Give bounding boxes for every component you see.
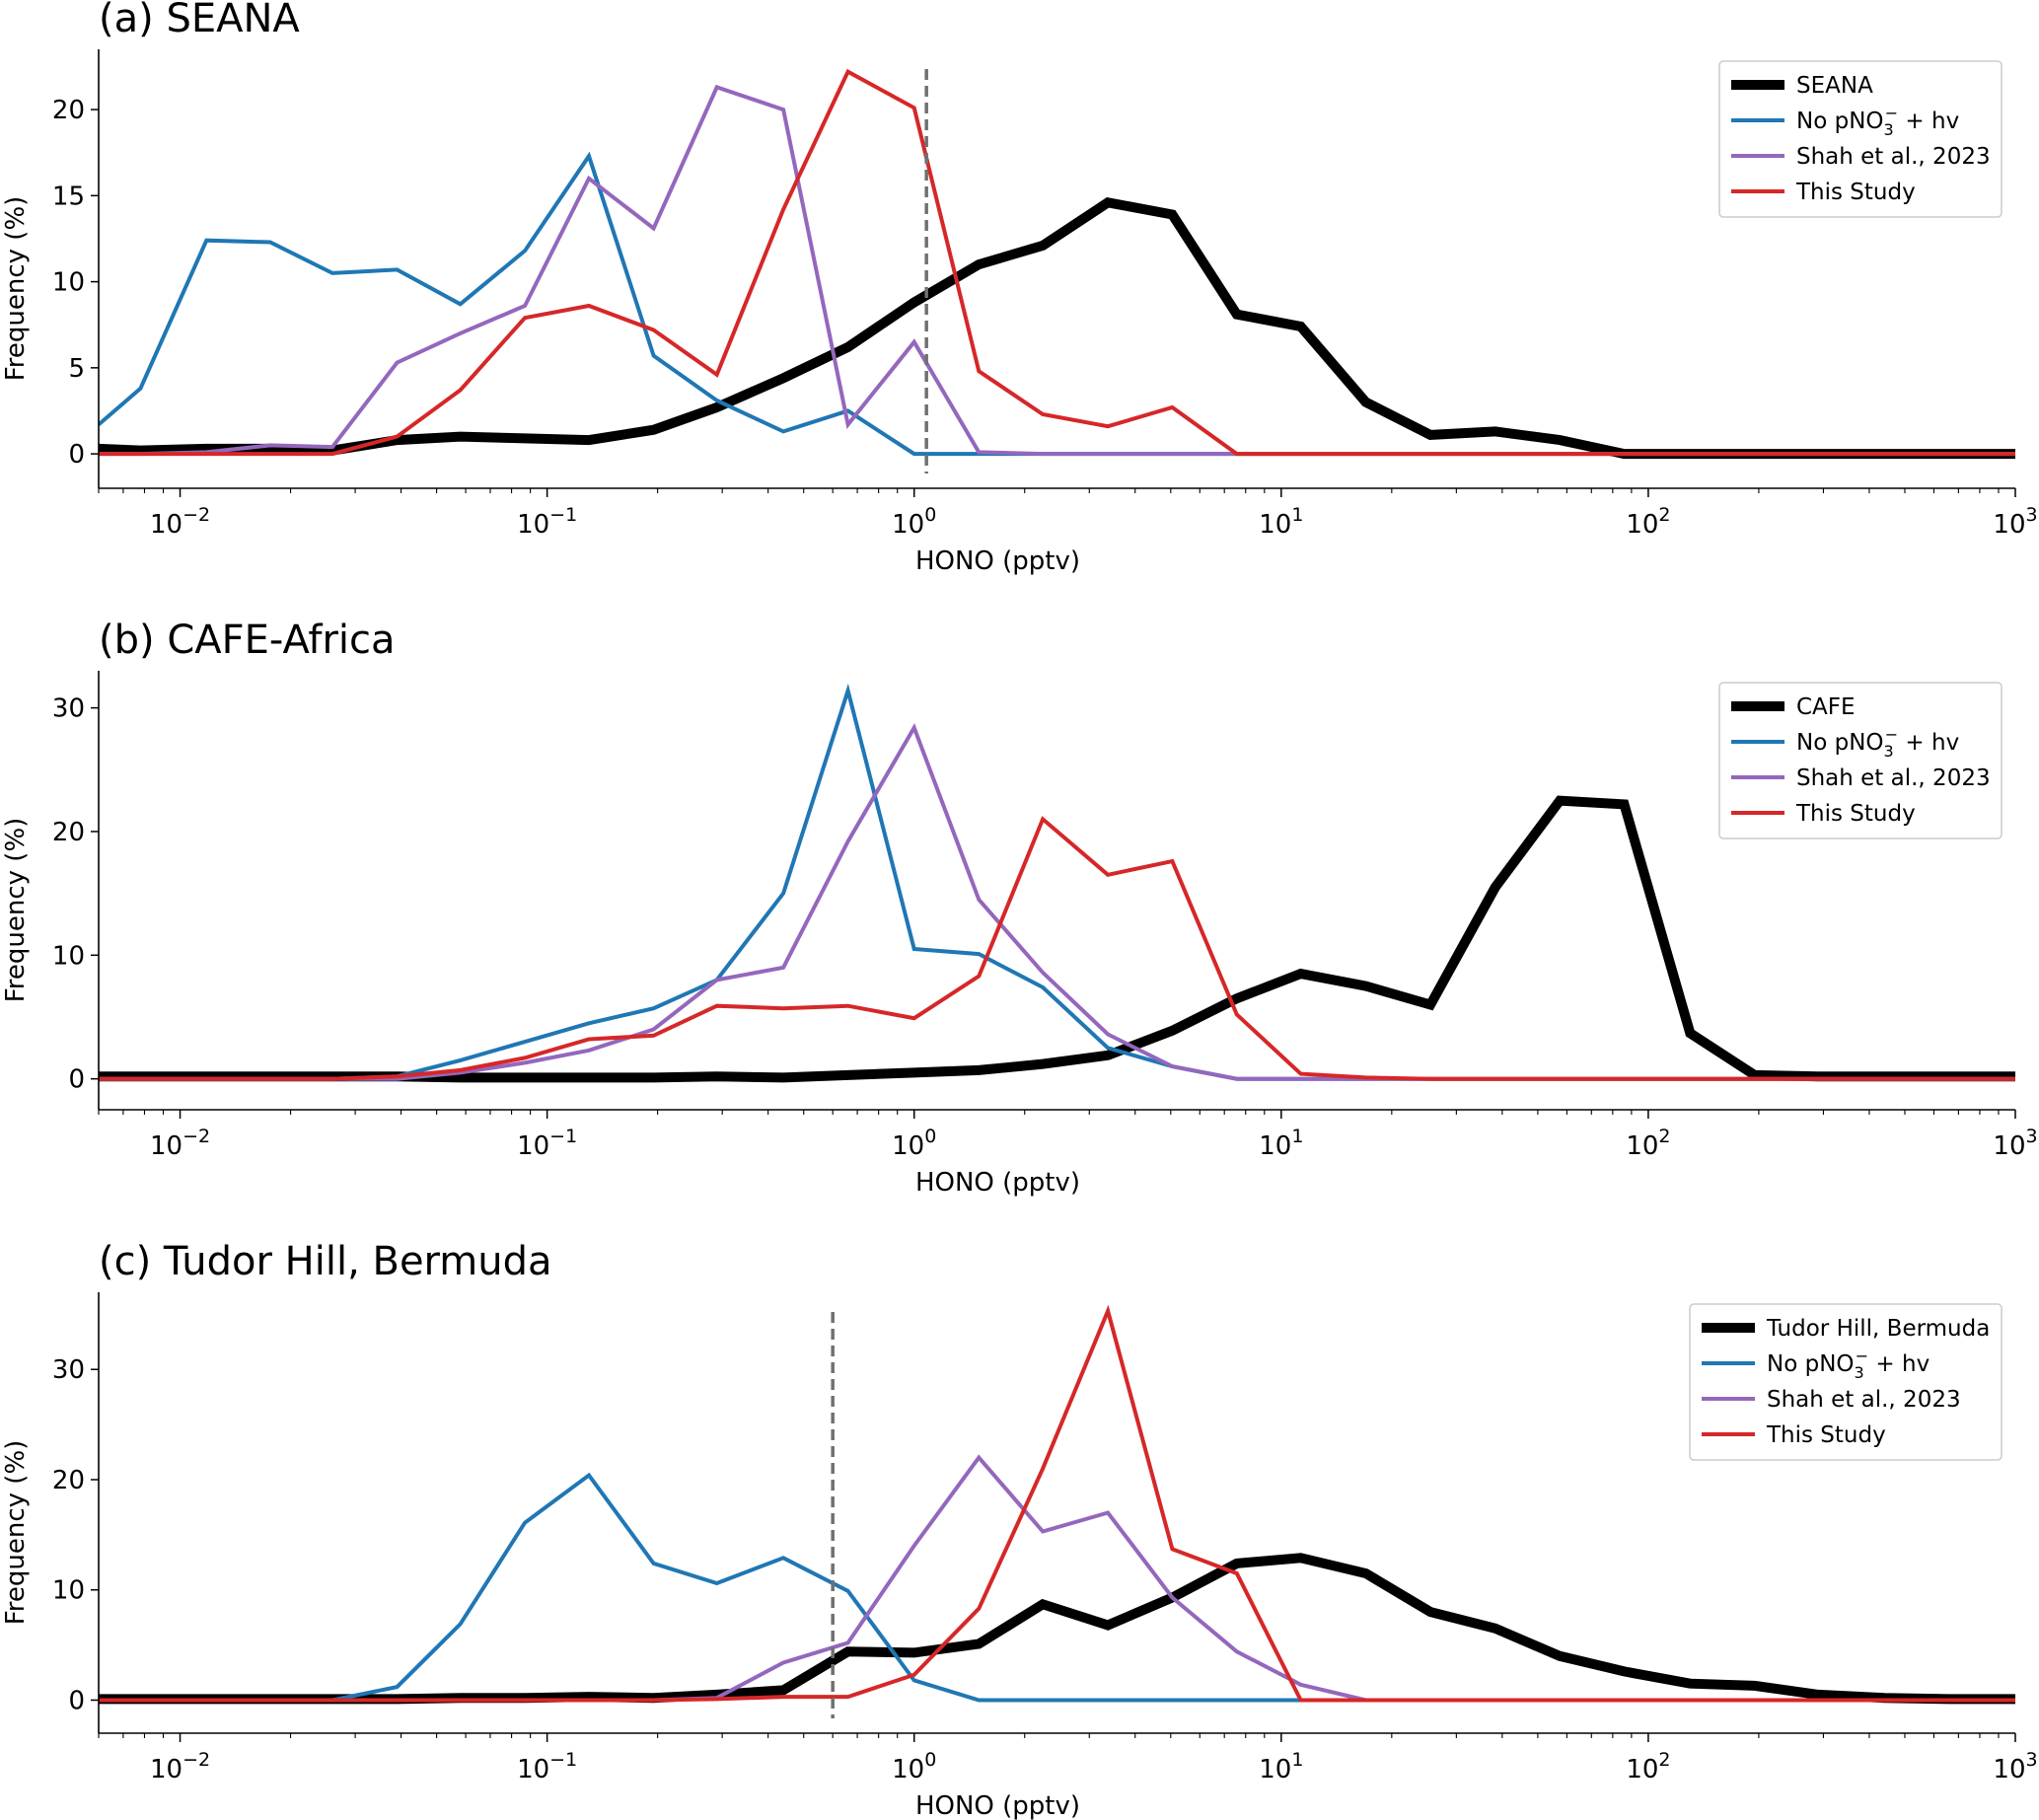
x-axis-label: HONO (pptv) bbox=[915, 1791, 1080, 1820]
y-tick-label: 20 bbox=[52, 96, 85, 125]
legend-label-3: Shah et al., 2023 bbox=[1767, 1387, 1961, 1413]
series-line-4 bbox=[99, 816, 2015, 1081]
legend-frame bbox=[1689, 1303, 2003, 1461]
legend: CAFE No pNO3− + hv Shah et al., 2023 This S… bbox=[1718, 682, 2003, 839]
series-line-4 bbox=[99, 1304, 2015, 1703]
y-tick-label: 20 bbox=[52, 1466, 85, 1495]
y-tick-label: 10 bbox=[52, 941, 85, 971]
y-tick-label: 0 bbox=[68, 1065, 85, 1095]
y-tick-label: 20 bbox=[52, 818, 85, 847]
x-tick-label: 103 bbox=[1993, 504, 2037, 540]
legend-label-2: No pNO3− + hv bbox=[1796, 725, 1959, 761]
x-tick-label: 102 bbox=[1626, 1749, 1670, 1784]
x-axis-label: HONO (pptv) bbox=[915, 546, 1080, 576]
legend-label-4: This Study bbox=[1766, 1422, 1886, 1448]
legend-label-3: Shah et al., 2023 bbox=[1796, 765, 1991, 791]
chart-panel-1: (a) SEANA 0 5 10 15 20 10−2 10−1 100 101 102 103 HON… bbox=[1, 0, 2038, 576]
x-tick-label: 100 bbox=[892, 504, 936, 540]
series-group bbox=[99, 1304, 2015, 1705]
y-tick-label: 10 bbox=[52, 268, 85, 298]
y-tick-label: 0 bbox=[68, 1686, 85, 1715]
legend-label-4: This Study bbox=[1795, 180, 1916, 205]
legend: Tudor Hill, Bermuda No pNO3− + hv Shah et … bbox=[1689, 1303, 2003, 1461]
series-line-4 bbox=[99, 68, 2015, 457]
legend-label-1: CAFE bbox=[1796, 694, 1856, 720]
y-tick-label: 5 bbox=[68, 354, 85, 384]
legend: SEANA No pNO3− + hv Shah et al., 2023 This … bbox=[1718, 60, 2003, 218]
y-tick-label: 0 bbox=[68, 440, 85, 470]
y-tick-label: 30 bbox=[52, 694, 85, 724]
x-tick-label: 103 bbox=[1993, 1126, 2037, 1161]
y-axis-label: Frequency (%) bbox=[1, 1440, 31, 1626]
x-axis-label: HONO (pptv) bbox=[915, 1168, 1080, 1198]
legend-frame bbox=[1718, 682, 2003, 839]
legend-frame bbox=[1718, 60, 2003, 218]
x-tick-label: 10−2 bbox=[150, 1126, 210, 1161]
chart-panel-2: (b) CAFE-Africa 0 10 20 30 10−2 10−1 100 101 102 1… bbox=[1, 618, 2038, 1198]
x-tick-label: 102 bbox=[1626, 504, 1670, 540]
x-tick-label: 102 bbox=[1626, 1126, 1670, 1161]
x-tick-label: 10−2 bbox=[150, 1749, 210, 1784]
y-axis-label: Frequency (%) bbox=[1, 818, 31, 1003]
y-tick-label: 10 bbox=[52, 1576, 85, 1606]
legend-label-3: Shah et al., 2023 bbox=[1796, 144, 1991, 170]
y-tick-label: 15 bbox=[52, 182, 85, 211]
series-group bbox=[99, 68, 2015, 460]
chart-title: (b) CAFE-Africa bbox=[99, 618, 396, 663]
legend-label-2: No pNO3− + hv bbox=[1796, 104, 1959, 139]
chart-title: (a) SEANA bbox=[99, 0, 300, 41]
x-tick-label: 101 bbox=[1259, 1126, 1303, 1161]
x-tick-label: 100 bbox=[892, 1749, 936, 1784]
x-tick-label: 10−1 bbox=[517, 504, 577, 540]
legend-label-2: No pNO3− + hv bbox=[1767, 1347, 1930, 1382]
legend-label-1: Tudor Hill, Bermuda bbox=[1766, 1316, 1990, 1342]
y-axis-label: Frequency (%) bbox=[1, 196, 31, 382]
series-group bbox=[99, 683, 2015, 1083]
legend-label-4: This Study bbox=[1795, 801, 1916, 827]
x-tick-label: 101 bbox=[1259, 504, 1303, 540]
chart-panel-3: (c) Tudor Hill, Bermuda 0 10 20 30 10−2 10−1 10… bbox=[1, 1239, 2038, 1820]
x-tick-label: 10−1 bbox=[517, 1126, 577, 1161]
x-tick-label: 103 bbox=[1993, 1749, 2037, 1784]
x-tick-label: 100 bbox=[892, 1126, 936, 1161]
x-tick-label: 10−1 bbox=[517, 1749, 577, 1784]
x-tick-label: 101 bbox=[1259, 1749, 1303, 1784]
chart-title: (c) Tudor Hill, Bermuda bbox=[99, 1239, 552, 1284]
legend-label-1: SEANA bbox=[1796, 73, 1873, 99]
y-tick-label: 30 bbox=[52, 1355, 85, 1385]
x-tick-label: 10−2 bbox=[150, 504, 210, 540]
